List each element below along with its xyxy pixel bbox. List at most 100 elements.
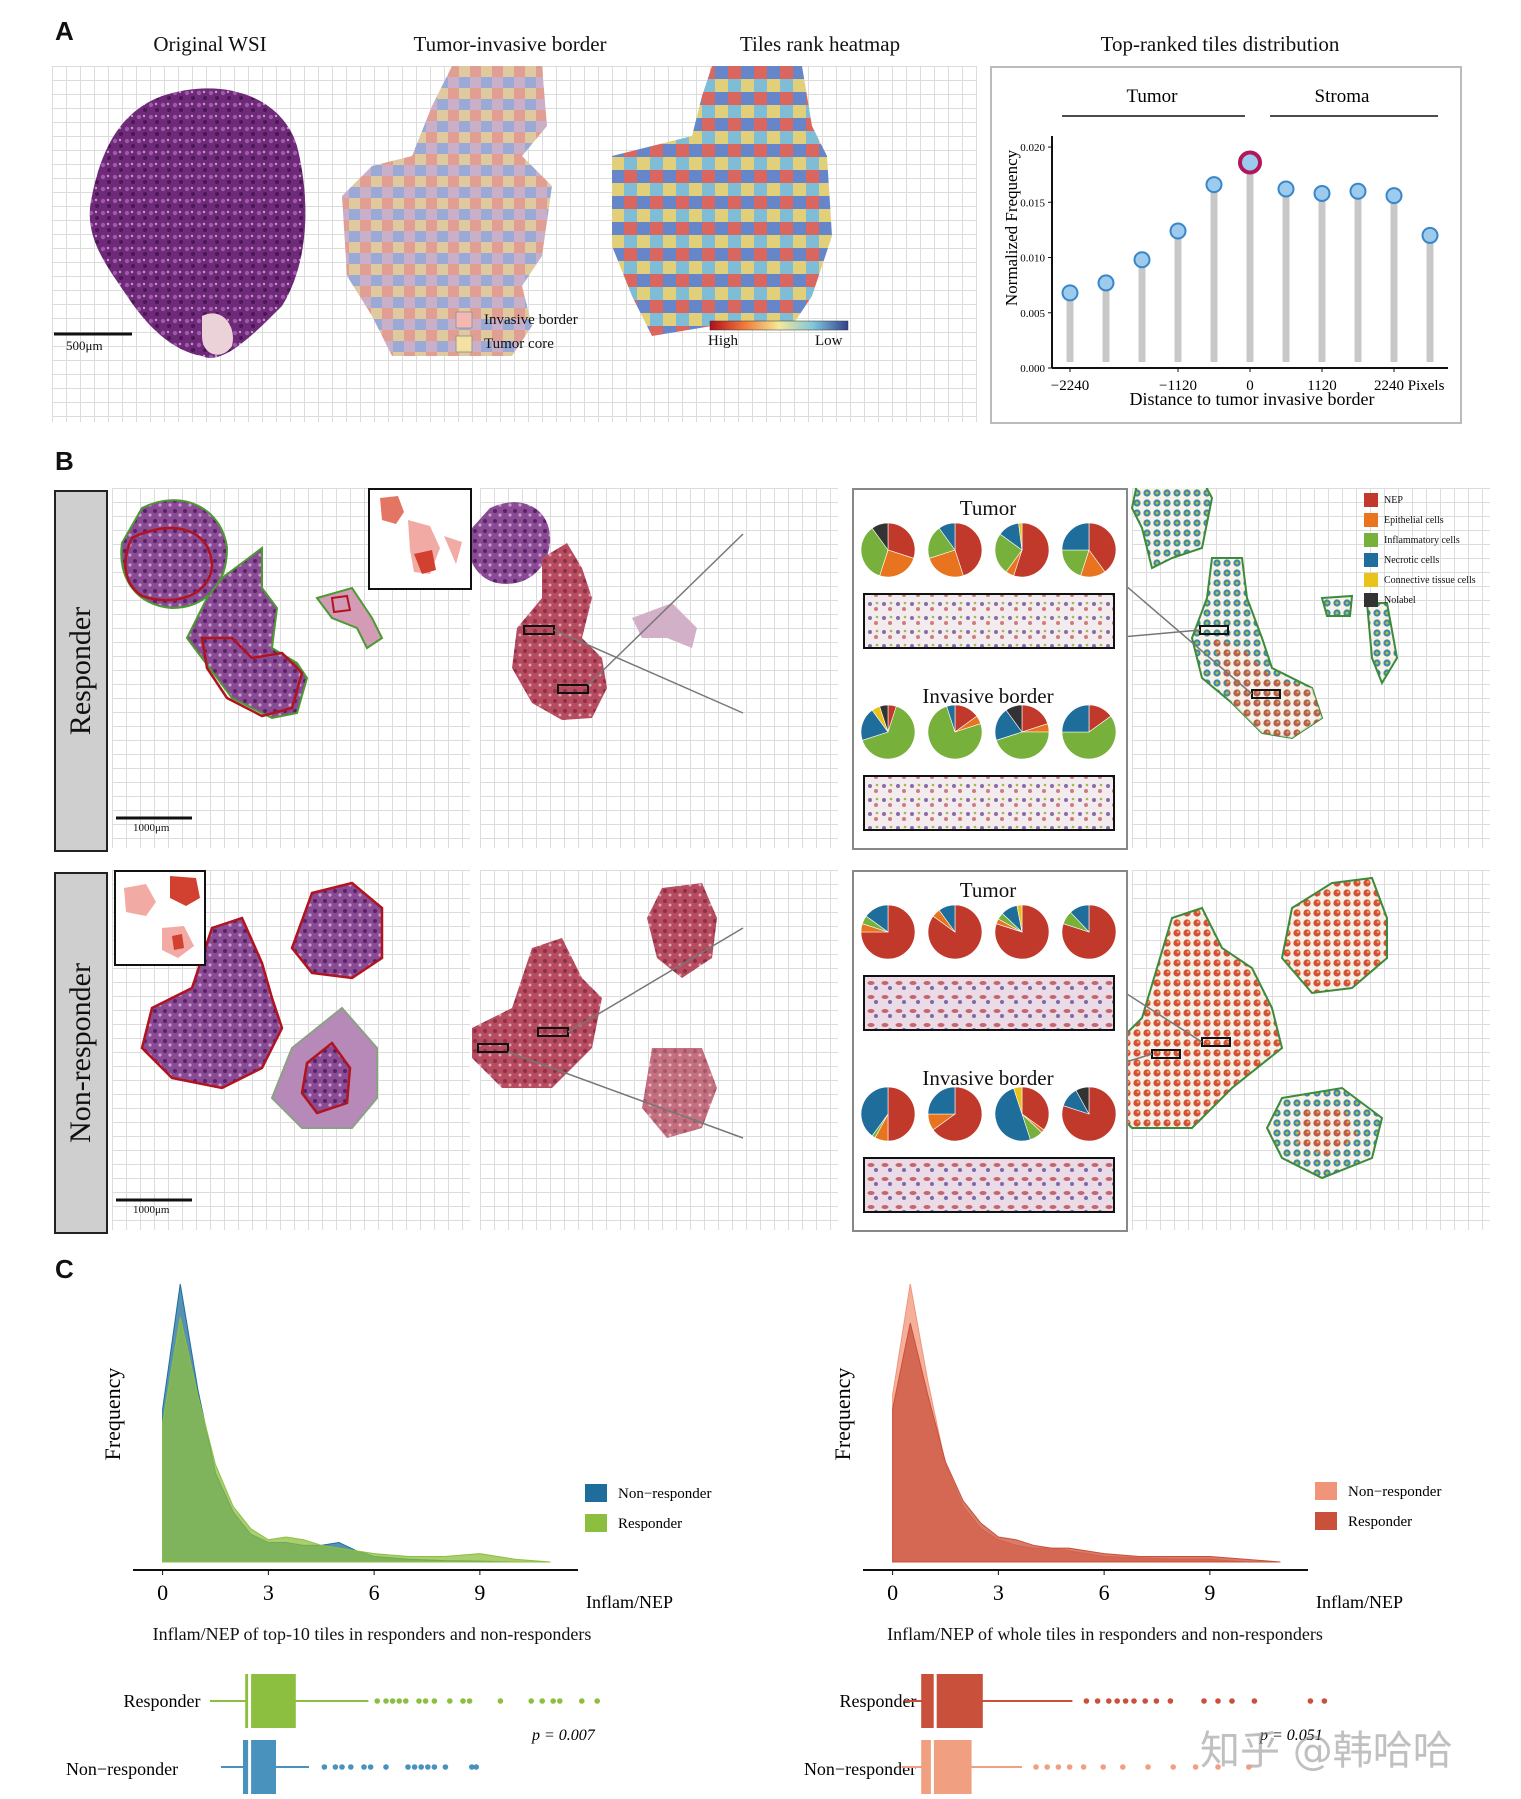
pie-slice-responder_tumor: [994, 533, 1023, 573]
cell-legend-swatch: [1364, 573, 1378, 587]
box-outlier: [1142, 1698, 1148, 1704]
nonresponder-overlay-box1: [477, 1043, 509, 1053]
pie-slice-nonresponder_tumor: [1070, 904, 1090, 933]
cell-legend-item: Nolabel: [1364, 590, 1488, 610]
title-tumor-invasive-border: Tumor-invasive border: [413, 32, 607, 56]
density-legend-swatch: [1315, 1512, 1337, 1530]
pie-slice-nonresponder_tumor: [938, 904, 956, 933]
lollipop-xtick-label: −1120: [1159, 378, 1197, 394]
wsi-tissue-fragment: [202, 313, 233, 355]
density-chart-right: Frequency Inflam/NEP Inflam/NEP of whole…: [830, 1283, 1441, 1612]
box-outlier: [339, 1764, 345, 1770]
lollipop-point: [1169, 222, 1187, 240]
responder-wsi-original: [120, 499, 384, 720]
density-legend-label: Non−responder: [1348, 1484, 1441, 1500]
group-label-stroma: Stroma: [1315, 86, 1370, 107]
pie-slice-nonresponder_border: [927, 1086, 956, 1115]
cell-legend-swatch: [1364, 513, 1378, 527]
box-outlier: [539, 1698, 545, 1704]
lollipop-chart: Tumor Stroma Normalized Frequency Distan…: [1002, 86, 1448, 409]
lollipop-xtick-label: −2240: [1051, 378, 1089, 394]
nonresponder-cellmap: [1100, 876, 1388, 1180]
box-outlier: [383, 1764, 389, 1770]
cell-legend-swatch: [1364, 593, 1378, 607]
responder-border-patch-strip: [863, 775, 1115, 831]
box-outlier: [1131, 1698, 1137, 1704]
pie-slice-responder_tumor: [887, 522, 916, 559]
pie-slice-responder_border: [946, 704, 956, 733]
responder-border-label: Invasive border: [922, 684, 1054, 708]
lollipop-xlabel: Distance to tumor invasive border: [1130, 389, 1375, 409]
density-legend-label: Responder: [1348, 1514, 1412, 1530]
nonresponder-connector-2: [507, 1051, 744, 1139]
box-outlier: [1215, 1764, 1221, 1770]
box-outlier: [321, 1764, 328, 1770]
box-iqr: [921, 1740, 972, 1794]
box-outlier: [469, 1764, 475, 1770]
pie-slice-responder_tumor: [871, 522, 889, 551]
cell-legend-item: Inflammatory cells: [1364, 530, 1488, 550]
lollipop-ytick-label: 0.005: [1020, 308, 1045, 320]
box-outlier: [418, 1764, 425, 1770]
box-outlier: [1106, 1698, 1112, 1704]
group-label-tumor: Tumor: [1126, 86, 1178, 107]
density-xtick-label: 3: [263, 1580, 274, 1605]
box-outlier: [431, 1764, 438, 1770]
box-outlier: [1229, 1698, 1235, 1704]
pie-slice-nonresponder_border: [1075, 1086, 1090, 1115]
density-legend-swatch: [585, 1514, 607, 1532]
cell-legend-item: Epithelial cells: [1364, 510, 1488, 530]
lollipop-point: [1097, 274, 1115, 292]
responder-connector-2: [587, 533, 744, 686]
lollipop-point: [1313, 184, 1331, 202]
lollipop-ytick-label: 0.010: [1020, 253, 1045, 265]
wsi-tissue-rank-map: [612, 66, 832, 336]
box-iqr: [921, 1674, 983, 1728]
density-xtick-label: 0: [157, 1580, 168, 1605]
responder-tumor-patch-strip: [863, 593, 1115, 649]
lollipop-xtick-label: 2240 Pixels: [1374, 378, 1445, 394]
box-outlier: [1215, 1698, 1221, 1704]
density-right-ylabel: Frequency: [830, 1368, 855, 1461]
responder-cellmap: [1130, 488, 1399, 740]
lollipop-point: [1421, 226, 1439, 244]
watermark: 知乎 @韩哈哈: [1200, 1728, 1453, 1774]
density-left-xlabel: Inflam/NEP: [586, 1592, 673, 1612]
box-outlier: [1120, 1764, 1126, 1770]
box-outlier: [361, 1764, 367, 1770]
pie-slice-responder_border: [1061, 704, 1090, 733]
pie-slice-responder_border: [861, 705, 916, 760]
responder-overlay-box2: [557, 684, 589, 694]
box-outlier: [473, 1764, 480, 1770]
box-outlier: [1192, 1764, 1199, 1770]
nonresponder-tumor-patch-strip: [863, 975, 1115, 1031]
title-original-wsi: Original WSI: [153, 32, 267, 56]
heatmap-colorbar: [709, 320, 849, 331]
pie-slice-responder_border: [1061, 715, 1117, 760]
density-left-caption: Inflam/NEP of top-10 tiles in responders…: [152, 1624, 592, 1644]
legend-swatch-core: [455, 335, 473, 353]
box-outlier: [396, 1698, 403, 1704]
title-tiles-rank-heatmap: Tiles rank heatmap: [739, 32, 901, 56]
box-right-label-nonresponder: Non−responder: [804, 1759, 916, 1779]
cell-legend-label: Connective tissue cells: [1384, 574, 1476, 586]
pie-chart-panels: [860, 522, 1117, 1213]
density-legend-label: Non−responder: [618, 1486, 711, 1502]
box-outlier: [550, 1698, 556, 1704]
density-area-1: [162, 1317, 551, 1563]
box-outlier: [403, 1698, 409, 1704]
box-outlier: [594, 1698, 600, 1704]
lollipop-xtick-label: 1120: [1307, 378, 1336, 394]
box-outlier: [1100, 1764, 1106, 1770]
box-outlier: [1083, 1698, 1090, 1704]
box-outlier: [447, 1698, 453, 1704]
scalebar-nonresponder-label: 1000μm: [133, 1204, 170, 1216]
box-outlier: [1201, 1698, 1207, 1704]
density-area-1: [892, 1322, 1281, 1563]
legend-tumor-core: Tumor core: [484, 336, 554, 352]
responder-mask-inset-box: [368, 488, 472, 590]
box-outlier: [431, 1698, 438, 1704]
lollipop-ylabel: Normalized Frequency: [1002, 149, 1021, 306]
cell-legend-label: Epithelial cells: [1384, 514, 1444, 526]
box-outlier: [466, 1698, 473, 1704]
